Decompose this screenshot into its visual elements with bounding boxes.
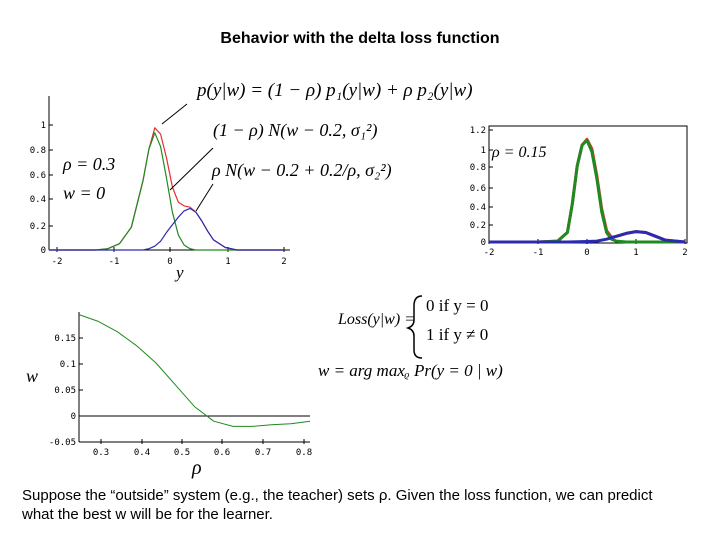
rho-axis-label: ρ <box>191 457 202 479</box>
chart-right: 0 0.2 0.4 0.6 0.8 1 1.2 -2 -1 0 1 2 <box>470 126 688 258</box>
w-axis-label: w <box>26 366 38 386</box>
chart-3-ytick-label: 0.05 <box>54 386 76 396</box>
component2-equation: ρ N(w − 0.2 + 0.2/ρ, σ₂²) <box>211 160 392 181</box>
pointer-lines <box>161 103 214 212</box>
chart-right-frame <box>488 125 688 244</box>
rho-right-label: ρ = 0.15 <box>491 144 546 161</box>
chart-bottom-frame <box>78 312 310 443</box>
chart-3-ytick-label: 0.1 <box>60 360 76 370</box>
chart-left: 0 0.2 0.4 0.6 0.8 1 -2 -1 0 1 2 <box>30 121 287 267</box>
chart-1-ytick-label: 0.2 <box>30 222 46 232</box>
chart-1-xtick-label: 2 <box>281 257 286 267</box>
chart-3-xtick-label: 0.7 <box>255 448 271 458</box>
chart-2-xtick-label: -1 <box>533 248 544 258</box>
chart-2-xtick-label: 1 <box>633 248 638 258</box>
slide-title: Behavior with the delta loss function <box>220 30 500 47</box>
pointer-mixture <box>161 103 188 125</box>
loss-brace <box>405 295 423 359</box>
component1-equation: (1 − ρ) N(w − 0.2, σ₁²) <box>213 120 377 141</box>
chart-1-ytick-label: 0 <box>41 246 46 256</box>
chart-1-series-green <box>49 132 284 251</box>
chart-3-ytick-label: -0.05 <box>49 438 76 448</box>
chart-3-xtick-label: 0.6 <box>214 448 230 458</box>
w-left-label: w = 0 <box>63 183 105 203</box>
chart-3-xtick-label: 0.5 <box>174 448 190 458</box>
chart-1-xtick-label: -1 <box>109 257 120 267</box>
chart-1-xtick-label: 0 <box>167 257 172 267</box>
pointer-component1 <box>169 147 214 191</box>
loss-case2: 1 if y ≠ 0 <box>426 325 488 344</box>
chart-2-ytick-label: 0.4 <box>470 203 486 213</box>
chart-right-box <box>488 125 688 244</box>
chart-2-series-blue <box>489 230 686 244</box>
chart-2-xtick-label: 0 <box>584 248 589 258</box>
chart-1-xtick-label: 1 <box>225 257 230 267</box>
chart-2-ytick-label: 0.2 <box>470 221 486 231</box>
chart-3-xtick-label: 0.8 <box>296 448 312 458</box>
chart-2-series-green <box>489 138 685 244</box>
chart-2-xtick-label: 2 <box>682 248 687 258</box>
mixture-equation: p(y|w) = (1 − ρ) p₁(y|w) + ρ p₂(y|w) <box>195 80 473 101</box>
chart-1-series-blue <box>49 207 284 251</box>
y-axis-label: y <box>174 263 184 282</box>
loss-case1: 0 if y = 0 <box>426 296 488 315</box>
loss-lhs: Loss(y|w) = <box>337 311 415 328</box>
chart-1-xtick-label: -2 <box>52 257 63 267</box>
chart-1-ytick-label: 0.8 <box>30 146 46 156</box>
chart-1-ytick-label: 0.6 <box>30 171 46 181</box>
chart-2-xtick-label: -2 <box>484 248 495 258</box>
chart-2-ytick-label: 1.2 <box>470 126 486 136</box>
chart-3-xtick-label: 0.4 <box>134 448 150 458</box>
chart-3-series-green <box>78 314 311 427</box>
chart-1-ytick-label: 0.4 <box>30 195 46 205</box>
chart-3-ytick-label: 0.15 <box>54 334 76 344</box>
argmax-equation: w = arg maxᵨ Pr(y = 0 | w) <box>318 361 503 380</box>
chart-1-ytick-label: 1 <box>41 121 46 131</box>
caption: Suppose the “outside” system (e.g., the … <box>22 487 653 523</box>
rho-left-label: ρ = 0.3 <box>62 154 115 174</box>
chart-2-ytick-label: 0 <box>481 238 486 248</box>
chart-3-ytick-label: 0 <box>71 412 76 422</box>
chart-2-ytick-label: 0.8 <box>470 163 486 173</box>
chart-bottom: -0.05 0 0.05 0.1 0.15 0.3 0.4 0.5 0.6 0.7 0.8 <box>49 314 312 458</box>
chart-2-ytick-label: 0.6 <box>470 184 486 194</box>
chart-2-ytick-label: 1 <box>481 146 486 156</box>
chart-3-xtick-label: 0.3 <box>93 448 109 458</box>
pointer-component2 <box>195 183 214 212</box>
